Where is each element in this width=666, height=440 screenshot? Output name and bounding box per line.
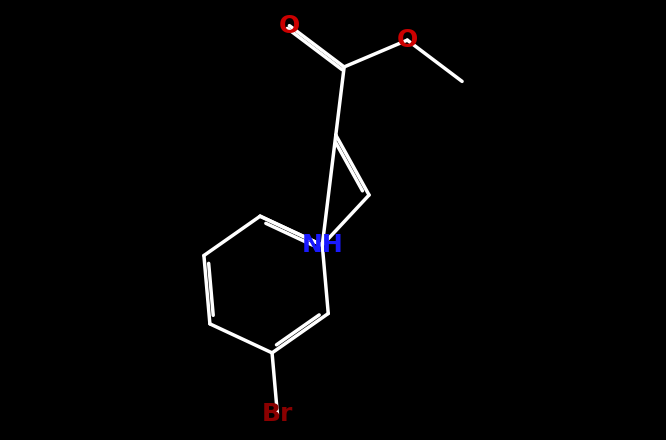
Text: Br: Br [262, 402, 293, 426]
Text: NH: NH [302, 233, 343, 257]
Text: O: O [279, 14, 300, 38]
Text: O: O [397, 28, 418, 52]
